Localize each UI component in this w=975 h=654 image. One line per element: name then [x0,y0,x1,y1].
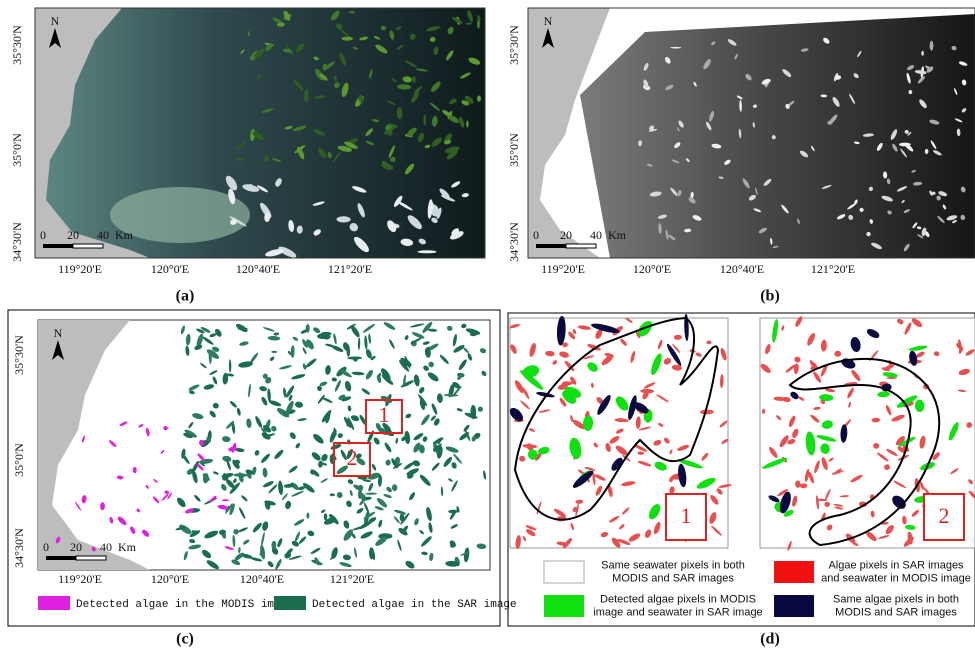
lon-label: 119°20'E [58,262,102,276]
legend-swatch [544,561,584,583]
scale-label: 20 [67,228,79,242]
algae-patch [930,41,934,51]
scale-bar [46,556,76,560]
lon-label: 119°20'E [541,262,585,276]
lon-label: 120°40'E [240,572,284,586]
scale-label: 0 [533,228,539,242]
lon-label: 121°20'E [328,262,372,276]
caption: (c) [176,631,194,648]
scale-label: 0 [40,228,46,242]
scale-bar [43,244,73,248]
scale-label: 20 [560,228,572,242]
lon-label: 121°20'E [811,262,855,276]
scale-label: Km [608,228,627,242]
lon-label: 120°40'E [236,262,280,276]
scale-label: 40 [97,228,109,242]
north-label: N [51,14,60,28]
legend-swatch [38,596,70,610]
scale-bar [76,556,106,560]
scale-label: Km [115,228,134,242]
algae-patch [417,250,436,253]
lon-label: 121°20'E [330,572,374,586]
caption: (d) [760,631,780,648]
scale-label: 20 [70,540,82,554]
legend-label: Same seawater pixels in bothMODIS and SA… [601,559,745,584]
legend-swatch [774,561,814,583]
lon-label: 120°0'E [151,572,189,586]
scale-label: 0 [43,540,49,554]
lat-label: 35°30'N [10,25,24,65]
legend-swatch [274,596,306,610]
algae-patch [324,513,328,520]
lat-label: 35°0'N [10,133,24,167]
legend-label: Algae pixels in SAR imagesand seawater i… [821,559,971,584]
legend-swatch [544,595,584,617]
lat-label: 35°0'N [12,443,26,477]
figure: 1 2 Detected algae in the MODIS image De… [0,0,975,654]
legend-swatch [774,595,814,617]
algae-patch [222,499,229,501]
box-label: 1 [681,503,692,528]
scale-bar [566,244,596,248]
algae-patch [670,47,681,49]
caption: (b) [760,288,780,305]
lon-label: 119°20'E [58,572,102,586]
lon-label: 120°0'E [151,262,189,276]
caption: (a) [176,288,195,305]
scale-label: 40 [590,228,602,242]
legend-label: Detected algae in the MODIS image [76,599,294,611]
box-label: 2 [939,503,950,528]
lat-label: 34°30'N [507,222,521,262]
lat-label: 35°0'N [507,133,521,167]
scale-label: Km [118,540,137,554]
legend-label: Same algae pixels in bothMODIS and SAR i… [833,593,959,618]
legend-label: Detected algae in the SAR image [312,599,517,611]
lat-label: 35°30'N [12,335,26,375]
scale-bar [73,244,103,248]
box-label: 1 [379,402,390,427]
lat-label: 34°30'N [10,222,24,262]
north-label: N [54,326,63,340]
lon-label: 120°40'E [720,262,764,276]
lon-label: 120°0'E [633,262,671,276]
scale-label: 40 [100,540,112,554]
lat-label: 35°30'N [507,25,521,65]
scale-bar [536,244,566,248]
box-label: 2 [347,445,358,470]
north-label: N [544,14,553,28]
algae-patch [424,114,427,125]
legend-label: Detected algae pixels in MODISimage and … [593,593,762,618]
lat-label: 34°30'N [12,528,26,568]
